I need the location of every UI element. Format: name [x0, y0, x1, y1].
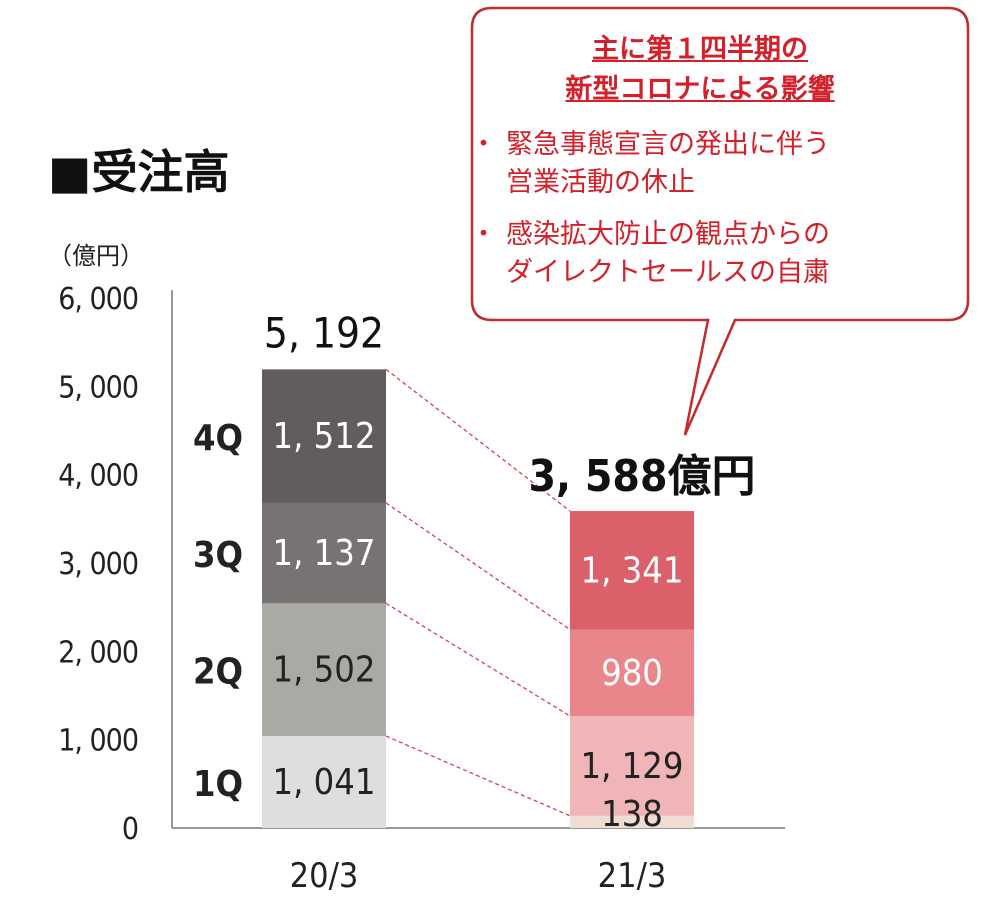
bar-segment [262, 502, 386, 604]
segment-value-label: 1, 341 [581, 550, 684, 591]
quarter-label: 3Q [193, 535, 243, 576]
bar-total-label: 5, 192 [264, 308, 384, 357]
callout-heading-line1: 主に第１四半期の [592, 34, 808, 65]
x-category-label: 21/3 [598, 856, 667, 896]
callout-bullet: 感染拡大防止の観点からの ダイレクトセールスの自粛 [470, 216, 940, 292]
connector-lines [385, 368, 571, 817]
segment-value-label: 980 [601, 653, 663, 694]
quarter-label: 2Q [193, 652, 243, 693]
connector-line [385, 368, 571, 512]
chart-title: ■受注高 [48, 145, 230, 199]
callout-heading-line2: 新型コロナによる影響 [565, 74, 835, 105]
segment-value-label: 1, 129 [581, 746, 684, 787]
bar-total-label: 3, 588億円 [529, 451, 756, 502]
callout-bullet-line: 感染拡大防止の観点からの [506, 219, 830, 250]
y-axis-unit-label: （億円） [48, 242, 144, 270]
connector-line [385, 735, 571, 817]
y-tick-label: 6, 000 [58, 282, 138, 317]
segment-value-label: 1, 137 [273, 533, 376, 574]
x-category-label: 20/3 [290, 856, 359, 896]
segment-value-label: 1, 512 [273, 416, 376, 457]
bar-segment [570, 629, 694, 717]
callout-bullet: 緊急事態宣言の発出に伴う 営業活動の休止 [470, 126, 940, 202]
quarter-label: 1Q [193, 764, 243, 805]
bar-segment [570, 716, 694, 816]
y-tick-label: 0 [122, 812, 138, 847]
y-tick-label: 2, 000 [58, 635, 138, 670]
y-tick-label: 3, 000 [58, 547, 138, 582]
callout-bullet-line: 営業活動の休止 [506, 167, 695, 198]
callout-bullet-line: 緊急事態宣言の発出に伴う [506, 129, 830, 160]
connector-line [385, 502, 571, 631]
connector-line [385, 602, 571, 717]
y-tick-label: 5, 000 [58, 370, 138, 405]
callout-bullet-list: 緊急事態宣言の発出に伴う 営業活動の休止 感染拡大防止の観点からの ダイレクトセ… [470, 126, 940, 292]
y-axis: 0 1, 000 2, 000 3, 000 4, 000 5, 000 6, 000 [58, 282, 785, 847]
y-tick-label: 4, 000 [58, 459, 138, 494]
bar-segment [570, 815, 694, 828]
bars [262, 369, 694, 828]
segment-value-label: 138 [601, 794, 663, 835]
bar-segment [262, 603, 386, 737]
quarter-label: 4Q [193, 418, 243, 459]
callout-box: 主に第１四半期の 新型コロナによる影響 緊急事態宣言の発出に伴う 営業活動の休止… [470, 30, 940, 306]
bar-segment [262, 736, 386, 828]
bar-segment [262, 369, 386, 503]
labels: 1, 041 1, 502 1, 137 1, 512 5, 192 20/3 138 1, … [193, 308, 756, 896]
y-tick-label: 1, 000 [58, 724, 138, 759]
callout-bullet-line: ダイレクトセールスの自粛 [506, 257, 830, 288]
segment-value-label: 1, 041 [273, 762, 376, 803]
bar-segment [570, 511, 694, 630]
segment-value-label: 1, 502 [273, 650, 376, 691]
